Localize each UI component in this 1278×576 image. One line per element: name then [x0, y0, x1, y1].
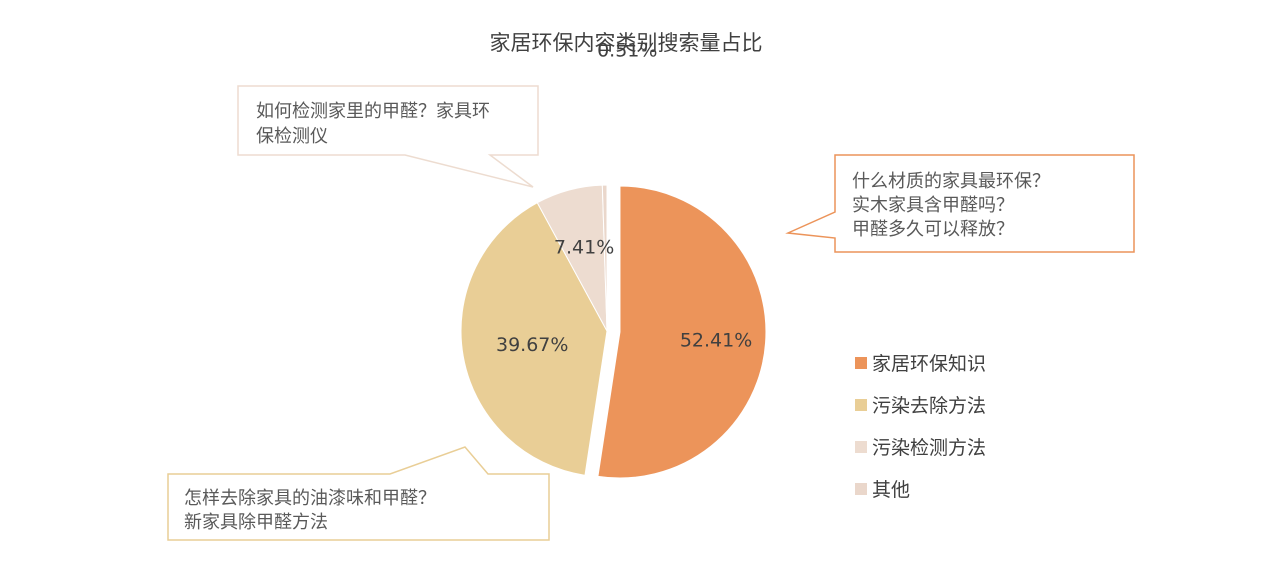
- callout-knowledge-box: [785, 154, 1135, 253]
- pie-slice-1: [597, 185, 767, 479]
- legend-swatch-2: [855, 399, 867, 411]
- callout-detection-line-1: 如何检测家里的甲醛？家具环: [256, 101, 490, 122]
- pie-slices: [460, 184, 767, 479]
- callout-detection-line-2: 保检测仪: [256, 126, 328, 147]
- slice-label-3: 7.41%: [554, 236, 614, 258]
- slice-label-2: 39.67%: [496, 334, 568, 356]
- legend-label-3: 污染检测方法: [872, 437, 986, 459]
- callout-removal-line-2: 新家具除甲醛方法: [184, 512, 328, 533]
- callout-knowledge-line-3: 甲醛多久可以释放？: [852, 219, 1014, 240]
- legend-swatch-4: [855, 483, 867, 495]
- pie-slice-2: [460, 202, 608, 476]
- chart-title: 家居环保内容类别搜索量占比: [490, 31, 763, 55]
- legend-label-1: 家居环保知识: [872, 353, 986, 375]
- callout-knowledge-line-1: 什么材质的家具最环保？: [852, 171, 1050, 192]
- pie-slice-4: [601, 184, 608, 332]
- callout-removal-line-1: 怎样去除家具的油漆味和甲醛？: [184, 488, 436, 509]
- callout-removal-box: [167, 446, 550, 541]
- callout-removal: 怎样去除家具的油漆味和甲醛？ 新家具除甲醛方法: [167, 446, 550, 541]
- legend-swatch-1: [855, 357, 867, 369]
- legend-label-2: 污染去除方法: [872, 395, 986, 417]
- callout-knowledge: 什么材质的家具最环保？ 实木家具含甲醛吗？ 甲醛多久可以释放？: [785, 154, 1135, 253]
- slice-label-4: 0.51%: [597, 40, 657, 62]
- callout-detection: 如何检测家里的甲醛？家具环 保检测仪: [237, 85, 539, 188]
- callout-detection-box: [237, 85, 539, 188]
- slice-label-1: 52.41%: [680, 329, 752, 351]
- legend-label-4: 其他: [872, 479, 910, 501]
- pie-slice-labels: 52.41% 39.67% 7.41% 0.51%: [496, 40, 752, 357]
- callout-knowledge-line-2: 实木家具含甲醛吗？: [852, 195, 1014, 216]
- legend-swatch-3: [855, 441, 867, 453]
